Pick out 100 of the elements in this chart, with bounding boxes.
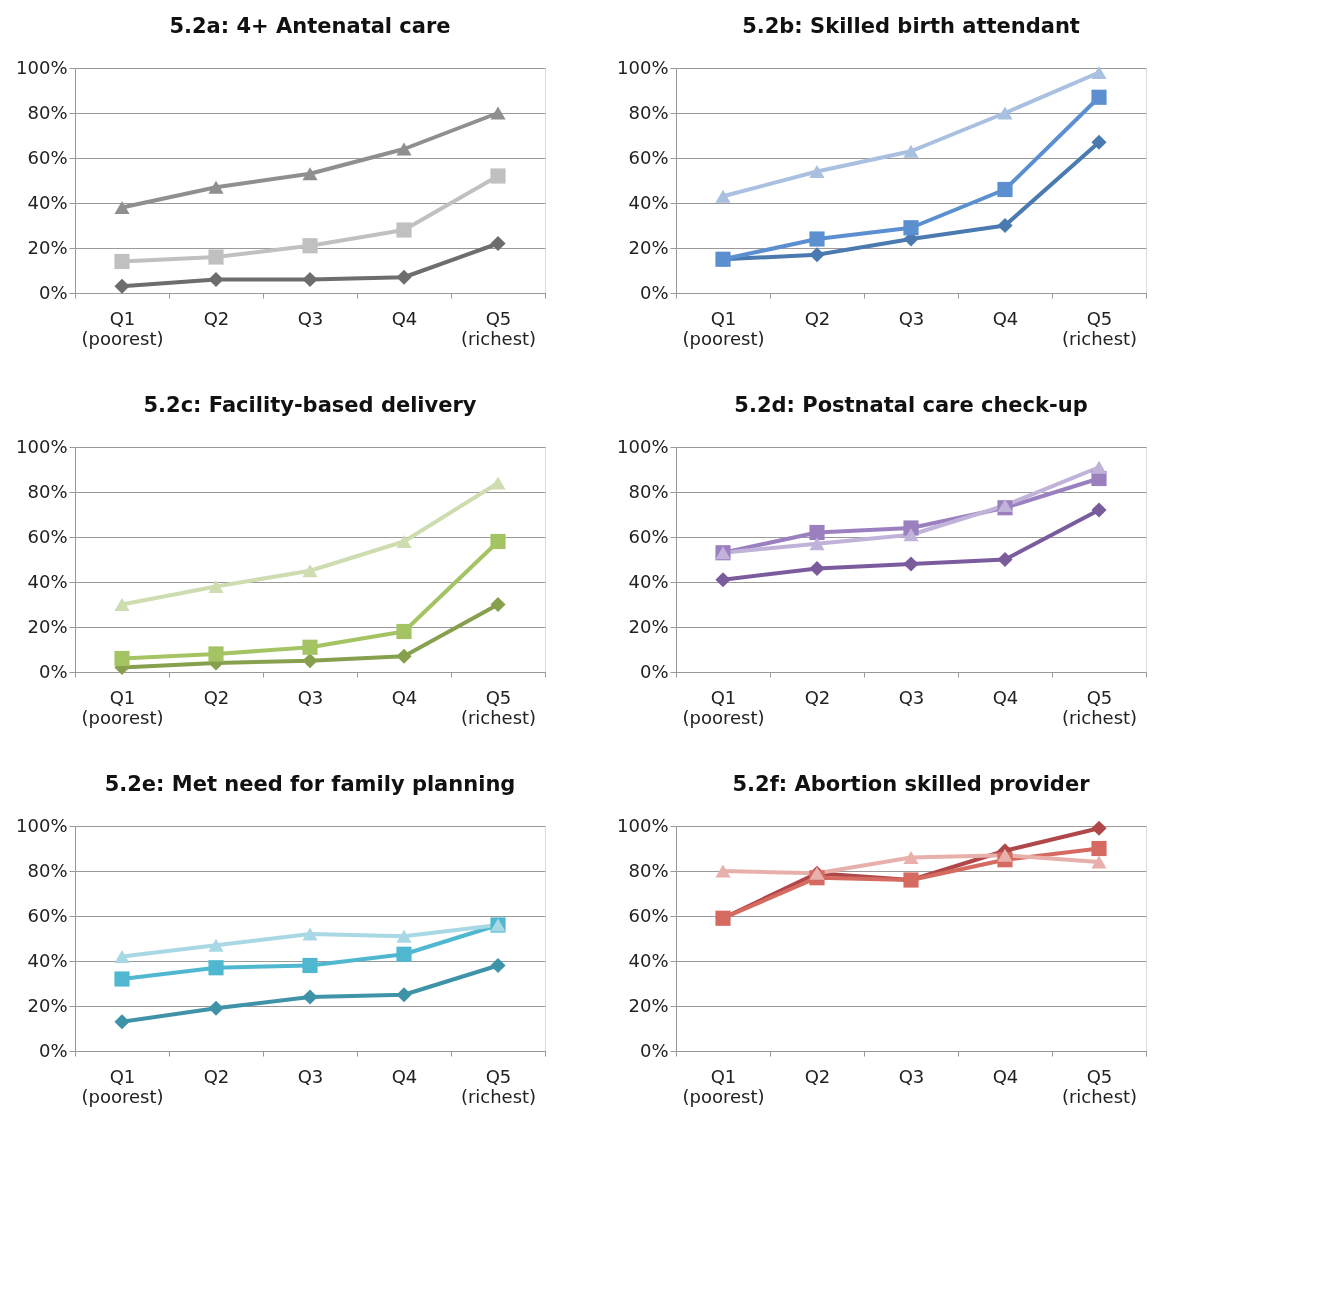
- x-tick-label: Q5 (richest): [460, 1065, 537, 1107]
- y-tick-label: 40%: [628, 191, 669, 213]
- x-tick-label: Q5 (richest): [1061, 686, 1138, 728]
- point: [114, 278, 130, 294]
- point: [302, 167, 318, 181]
- y-tick-label: 20%: [628, 615, 669, 637]
- point: [490, 235, 506, 252]
- y-tick-label: 40%: [628, 949, 669, 971]
- y-tick-label: 100%: [617, 56, 669, 78]
- y-tick-label: 80%: [27, 859, 68, 881]
- x-tick-label: Q2: [203, 1065, 230, 1087]
- y-tick-label: 100%: [16, 814, 68, 836]
- point: [1091, 820, 1107, 836]
- point: [302, 271, 318, 288]
- point: [903, 850, 919, 865]
- x-tick-label: Q2: [804, 307, 831, 329]
- x-tick-label: Q2: [203, 686, 230, 708]
- y-tick-label: 60%: [628, 904, 669, 926]
- x-tick-label: Q4: [391, 307, 418, 329]
- y-tick-label: 40%: [27, 570, 68, 592]
- point: [396, 929, 412, 943]
- x-tick-label: Q3: [898, 1065, 925, 1087]
- y-tick-label: 100%: [617, 435, 669, 457]
- chart-title: 5.2d: Postnatal care check-up: [734, 393, 1088, 417]
- x-tick-label: Q3: [898, 686, 925, 708]
- y-tick-label: 40%: [27, 949, 68, 971]
- point: [302, 957, 318, 974]
- y-tick-label: 80%: [628, 101, 669, 123]
- x-tick-label: Q1 (poorest): [682, 307, 765, 349]
- x-tick-label: Q5 (richest): [1061, 1065, 1138, 1107]
- point: [997, 106, 1013, 120]
- chart-title: 5.2e: Met need for family planning: [104, 772, 516, 796]
- point: [396, 142, 412, 156]
- point: [903, 220, 919, 236]
- point: [208, 249, 224, 265]
- x-tick-label: Q4: [391, 686, 418, 708]
- x-tick-label: Q3: [297, 307, 324, 329]
- point: [715, 189, 731, 203]
- chart-title: 5.2c: Facility-based delivery: [143, 393, 477, 417]
- point: [208, 938, 224, 952]
- point: [1091, 65, 1107, 80]
- point: [1091, 89, 1107, 105]
- point: [903, 556, 919, 572]
- point: [302, 653, 318, 669]
- point: [114, 949, 130, 964]
- point: [809, 231, 825, 247]
- point: [1091, 502, 1107, 518]
- y-tick-label: 60%: [628, 146, 669, 168]
- chart-title: 5.2f: Abortion skilled provider: [732, 772, 1091, 796]
- point: [396, 623, 412, 640]
- point: [302, 238, 318, 254]
- point: [809, 247, 825, 263]
- y-tick-label: 0%: [639, 660, 669, 682]
- y-tick-label: 40%: [628, 570, 669, 592]
- point: [997, 848, 1013, 862]
- y-tick-label: 80%: [628, 480, 669, 502]
- point: [997, 551, 1013, 568]
- point: [396, 946, 412, 962]
- point: [1091, 855, 1107, 869]
- point: [809, 537, 825, 551]
- y-tick-label: 100%: [617, 814, 669, 836]
- point: [997, 181, 1013, 198]
- x-tick-label: Q5 (richest): [460, 307, 537, 349]
- x-tick-label: Q5 (richest): [1061, 307, 1138, 349]
- y-tick-label: 60%: [27, 146, 68, 168]
- y-tick-label: 80%: [628, 859, 669, 881]
- point: [1091, 460, 1107, 474]
- x-tick-label: Q3: [297, 686, 324, 708]
- point: [396, 648, 412, 664]
- x-tick-label: Q4: [992, 686, 1019, 708]
- y-tick-label: 20%: [27, 615, 68, 637]
- x-tick-label: Q2: [804, 686, 831, 708]
- x-tick-label: Q4: [391, 1065, 418, 1087]
- point: [208, 646, 224, 662]
- x-tick-label: Q1 (poorest): [81, 686, 164, 728]
- x-tick-label: Q2: [804, 1065, 831, 1087]
- y-tick-label: 60%: [27, 525, 68, 547]
- point: [208, 579, 224, 594]
- point: [1091, 840, 1107, 857]
- y-tick-label: 100%: [16, 56, 68, 78]
- point: [490, 476, 506, 490]
- point: [715, 572, 731, 588]
- chart-title: 5.2b: Skilled birth attendant: [742, 14, 1080, 38]
- point: [114, 650, 130, 667]
- point: [396, 269, 412, 285]
- point: [809, 560, 825, 577]
- y-tick-label: 0%: [38, 281, 68, 303]
- x-tick-label: Q4: [992, 307, 1019, 329]
- x-tick-label: Q1 (poorest): [81, 1065, 164, 1107]
- y-tick-label: 60%: [27, 904, 68, 926]
- x-tick-label: Q1 (poorest): [682, 686, 765, 728]
- point: [809, 524, 825, 541]
- point: [114, 253, 130, 270]
- point: [1091, 134, 1107, 150]
- point: [490, 957, 506, 974]
- y-tick-label: 0%: [639, 281, 669, 303]
- chart-title: 5.2a: 4+ Antenatal care: [169, 14, 451, 38]
- y-tick-label: 20%: [628, 994, 669, 1016]
- point: [903, 528, 919, 542]
- point: [208, 180, 224, 194]
